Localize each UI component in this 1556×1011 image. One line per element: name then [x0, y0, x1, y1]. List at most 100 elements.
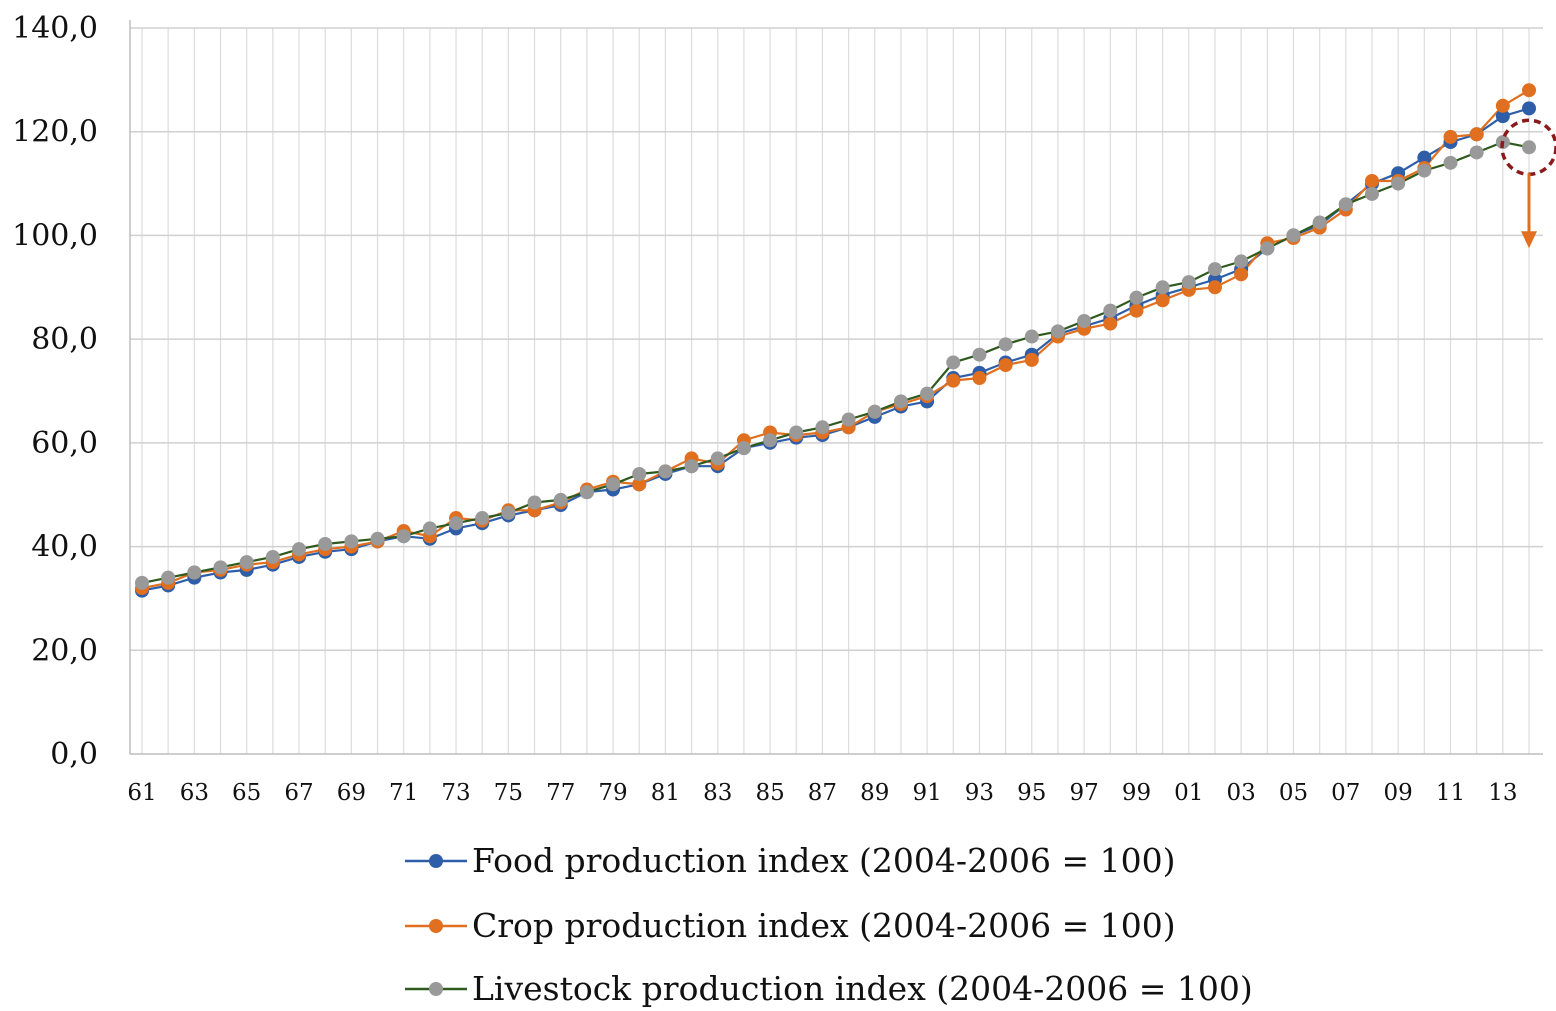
series-line-3	[141, 140, 1530, 584]
x-tick-label: 61	[127, 780, 156, 806]
x-tick-label: 03	[1226, 780, 1255, 806]
x-tick-label: 79	[598, 780, 627, 806]
data-point-series-2	[1522, 83, 1537, 98]
data-point-series-3	[422, 521, 437, 536]
data-point-series-3	[998, 337, 1013, 352]
data-point-series-3	[763, 433, 778, 448]
x-tick-label: 11	[1436, 780, 1465, 806]
x-tick-label: 67	[284, 780, 313, 806]
data-point-series-3	[1364, 186, 1379, 201]
data-point-series-3	[606, 477, 621, 492]
data-point-series-3	[265, 549, 280, 564]
data-point-series-3	[1103, 303, 1118, 318]
data-point-series-3	[579, 485, 594, 500]
series-lines	[135, 83, 1537, 598]
y-tick-label: 120,0	[12, 115, 98, 150]
x-tick-label: 93	[965, 780, 994, 806]
data-point-series-3	[1391, 176, 1406, 191]
x-tick-label: 71	[389, 780, 418, 806]
data-point-series-3	[632, 466, 647, 481]
data-point-series-3	[1129, 290, 1144, 305]
axes	[129, 20, 1543, 755]
data-point-series-2	[1443, 129, 1458, 144]
data-point-series-3	[1469, 145, 1484, 160]
data-point-series-3	[239, 555, 254, 570]
legend-label-1: Food production index (2004-2006 = 100)	[472, 841, 1176, 880]
y-tick-label: 40,0	[31, 530, 98, 565]
data-point-series-2	[1155, 293, 1170, 308]
data-point-series-3	[187, 565, 202, 580]
x-tick-label: 63	[180, 780, 209, 806]
data-point-series-3	[161, 570, 176, 585]
data-point-series-1	[1522, 101, 1537, 116]
x-tick-label: 07	[1331, 780, 1360, 806]
data-point-series-2	[1364, 173, 1379, 188]
data-point-series-3	[1181, 275, 1196, 290]
data-point-series-3	[553, 492, 568, 507]
data-point-series-3	[1286, 228, 1301, 243]
x-tick-label: 81	[651, 780, 680, 806]
y-tick-label: 60,0	[31, 426, 98, 461]
data-point-series-3	[318, 536, 333, 551]
data-point-series-3	[1077, 313, 1092, 328]
x-tick-label: 75	[494, 780, 523, 806]
data-point-series-3	[867, 404, 882, 419]
legend-label-2: Crop production index (2004-2006 = 100)	[472, 906, 1176, 945]
data-point-series-3	[475, 511, 490, 526]
data-point-series-3	[1522, 140, 1537, 155]
x-tick-label: 99	[1122, 780, 1151, 806]
data-point-series-3	[789, 425, 804, 440]
data-point-series-3	[815, 420, 830, 435]
data-point-series-3	[449, 516, 464, 531]
data-point-series-2	[1234, 267, 1249, 282]
x-tick-label: 73	[441, 780, 470, 806]
legend-marker-1	[429, 854, 443, 868]
data-point-series-3	[292, 542, 307, 557]
data-point-series-3	[1443, 155, 1458, 170]
x-tick-label: 01	[1174, 780, 1203, 806]
x-tick-label: 13	[1488, 780, 1517, 806]
data-point-series-2	[998, 358, 1013, 373]
data-point-series-3	[946, 355, 961, 370]
data-point-series-3	[501, 505, 516, 520]
data-point-series-3	[370, 531, 385, 546]
series-line-1	[141, 107, 1530, 592]
data-point-series-3	[1155, 280, 1170, 295]
data-point-series-3	[1260, 241, 1275, 256]
data-point-series-2	[1495, 98, 1510, 113]
data-point-series-3	[527, 495, 542, 510]
data-point-series-3	[1050, 324, 1065, 339]
data-point-series-3	[1338, 197, 1353, 212]
data-point-series-2	[1207, 280, 1222, 295]
y-tick-label: 80,0	[31, 322, 98, 357]
data-point-series-1	[1417, 150, 1432, 165]
legend: Food production index (2004-2006 = 100) C…	[405, 841, 1253, 1008]
data-point-series-3	[1207, 262, 1222, 277]
x-tick-label: 85	[755, 780, 784, 806]
data-point-series-2	[1129, 303, 1144, 318]
x-tick-label: 97	[1069, 780, 1098, 806]
data-point-series-2	[1024, 352, 1039, 367]
x-tick-label: 05	[1279, 780, 1308, 806]
x-tick-label: 65	[232, 780, 261, 806]
data-point-series-3	[1234, 254, 1249, 269]
x-tick-label: 69	[337, 780, 366, 806]
data-point-series-3	[736, 441, 751, 456]
data-point-series-2	[972, 371, 987, 386]
x-tick-label: 91	[912, 780, 941, 806]
data-point-series-3	[1312, 215, 1327, 230]
y-tick-label: 20,0	[31, 633, 98, 668]
data-point-series-3	[396, 529, 411, 544]
x-tick-label: 89	[860, 780, 889, 806]
data-point-series-3	[135, 575, 149, 590]
x-tick-label: 95	[1017, 780, 1046, 806]
x-axis-tick-labels: 61 63 65 67 69 71 73 75 77 79 81 83 85 87 89 91 93 95 97 99…	[127, 780, 1517, 806]
y-axis-tick-labels: 0,0 20,0 40,0 60,0 80,0 100,0 120,0 140,0	[12, 11, 98, 772]
y-tick-label: 140,0	[12, 11, 98, 46]
data-point-series-3	[893, 394, 908, 409]
y-tick-label: 0,0	[50, 737, 98, 772]
data-point-series-2	[946, 373, 961, 388]
data-point-series-3	[658, 464, 673, 479]
data-point-series-2	[632, 477, 647, 492]
data-point-series-3	[684, 459, 699, 474]
